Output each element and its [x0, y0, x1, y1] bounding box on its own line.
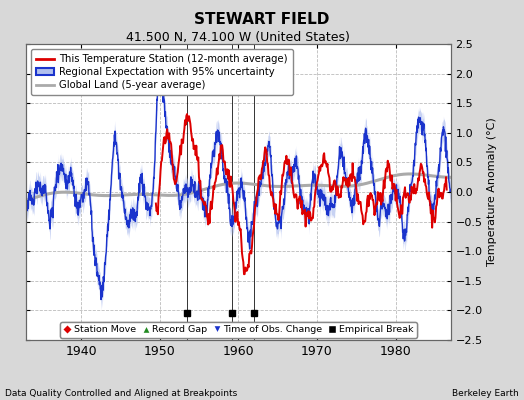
- Global Land (5-year average): [23, 198, 29, 202]
- Line: Global Land (5-year average): Global Land (5-year average): [26, 174, 451, 200]
- Text: Berkeley Earth: Berkeley Earth: [452, 389, 519, 398]
- Title: 41.500 N, 74.100 W (United States): 41.500 N, 74.100 W (United States): [126, 31, 351, 44]
- Global Land (5-year average): [25, 197, 31, 202]
- Global Land (5-year average): [283, 184, 289, 189]
- Line: Regional Expectation with 95% uncertainty: Regional Expectation with 95% uncertaint…: [26, 68, 451, 300]
- Regional Expectation with 95% uncertainty: [98, 297, 104, 302]
- This Temperature Station (12-month average): [255, 187, 261, 192]
- Line: This Temperature Station (12-month average): This Temperature Station (12-month avera…: [156, 114, 446, 274]
- This Temperature Station (12-month average): [443, 187, 450, 192]
- Global Land (5-year average): [276, 184, 282, 189]
- Regional Expectation with 95% uncertainty: [23, 210, 29, 214]
- Global Land (5-year average): [409, 172, 416, 176]
- Regional Expectation with 95% uncertainty: [213, 129, 220, 134]
- Global Land (5-year average): [274, 184, 280, 189]
- Global Land (5-year average): [381, 176, 387, 181]
- This Temperature Station (12-month average): [257, 173, 263, 178]
- This Temperature Station (12-month average): [152, 201, 159, 206]
- Text: STEWART FIELD: STEWART FIELD: [194, 12, 330, 27]
- Legend: Station Move, Record Gap, Time of Obs. Change, Empirical Break: Station Move, Record Gap, Time of Obs. C…: [60, 322, 417, 338]
- Regional Expectation with 95% uncertainty: [403, 227, 409, 232]
- Global Land (5-year average): [447, 175, 454, 180]
- Y-axis label: Temperature Anomaly (°C): Temperature Anomaly (°C): [487, 118, 497, 266]
- This Temperature Station (12-month average): [181, 126, 188, 131]
- Global Land (5-year average): [408, 172, 414, 176]
- Regional Expectation with 95% uncertainty: [32, 186, 38, 191]
- Regional Expectation with 95% uncertainty: [26, 197, 32, 202]
- Text: Data Quality Controlled and Aligned at Breakpoints: Data Quality Controlled and Aligned at B…: [5, 389, 237, 398]
- This Temperature Station (12-month average): [241, 272, 247, 277]
- This Temperature Station (12-month average): [196, 174, 202, 179]
- This Temperature Station (12-month average): [409, 189, 416, 194]
- Regional Expectation with 95% uncertainty: [447, 188, 454, 193]
- Regional Expectation with 95% uncertainty: [265, 144, 271, 148]
- This Temperature Station (12-month average): [424, 194, 431, 199]
- Regional Expectation with 95% uncertainty: [156, 66, 162, 71]
- Regional Expectation with 95% uncertainty: [287, 175, 293, 180]
- This Temperature Station (12-month average): [184, 112, 190, 116]
